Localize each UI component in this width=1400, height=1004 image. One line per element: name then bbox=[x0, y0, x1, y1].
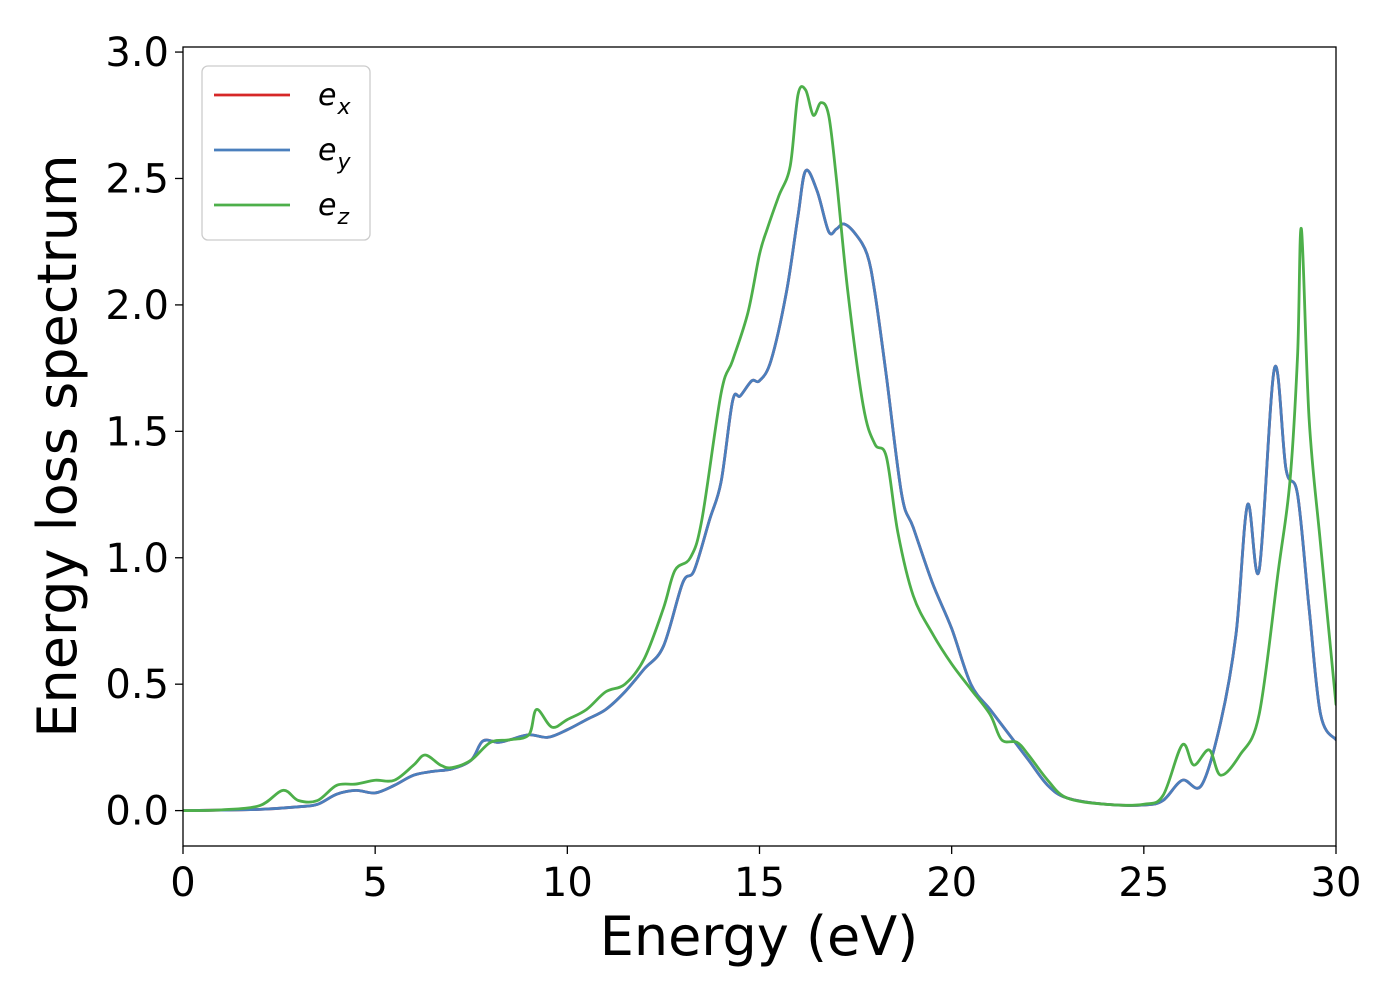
x-tick-label: 0 bbox=[170, 860, 195, 906]
y-tick-label: 1.0 bbox=[105, 536, 169, 582]
legend-box bbox=[201, 65, 371, 241]
x-tick-label: 10 bbox=[542, 860, 593, 906]
y-tick-label: 1.5 bbox=[105, 409, 169, 455]
x-axis-label: Energy (eV) bbox=[600, 905, 919, 968]
y-tick-label: 0.5 bbox=[105, 662, 169, 708]
x-tick-label: 5 bbox=[362, 860, 387, 906]
x-tick-label: 20 bbox=[926, 860, 977, 906]
series-line-z bbox=[183, 85, 1336, 812]
x-tick-label: 15 bbox=[734, 860, 785, 906]
x-tick-label: 30 bbox=[1311, 860, 1362, 906]
y-tick-label: 2.0 bbox=[105, 283, 169, 329]
y-tick-label: 2.5 bbox=[105, 156, 169, 202]
y-tick-label: 0.0 bbox=[105, 789, 169, 835]
series-layer bbox=[183, 85, 1336, 812]
tick-layer: 0 5 10 15 20 25 30 0.0 0.5 1.0 1.5 2.0 2.5 3.0 bbox=[105, 30, 1361, 906]
y-tick-label: 3.0 bbox=[105, 30, 169, 76]
series-line-x bbox=[183, 168, 1336, 812]
series-line-y bbox=[183, 168, 1336, 812]
y-axis-label: Energy loss spectrum bbox=[26, 154, 89, 737]
x-tick-label: 25 bbox=[1118, 860, 1169, 906]
